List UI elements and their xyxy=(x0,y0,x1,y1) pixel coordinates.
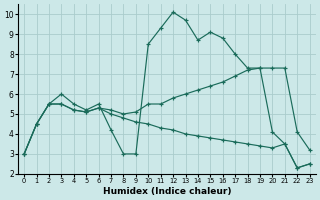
X-axis label: Humidex (Indice chaleur): Humidex (Indice chaleur) xyxy=(103,187,231,196)
